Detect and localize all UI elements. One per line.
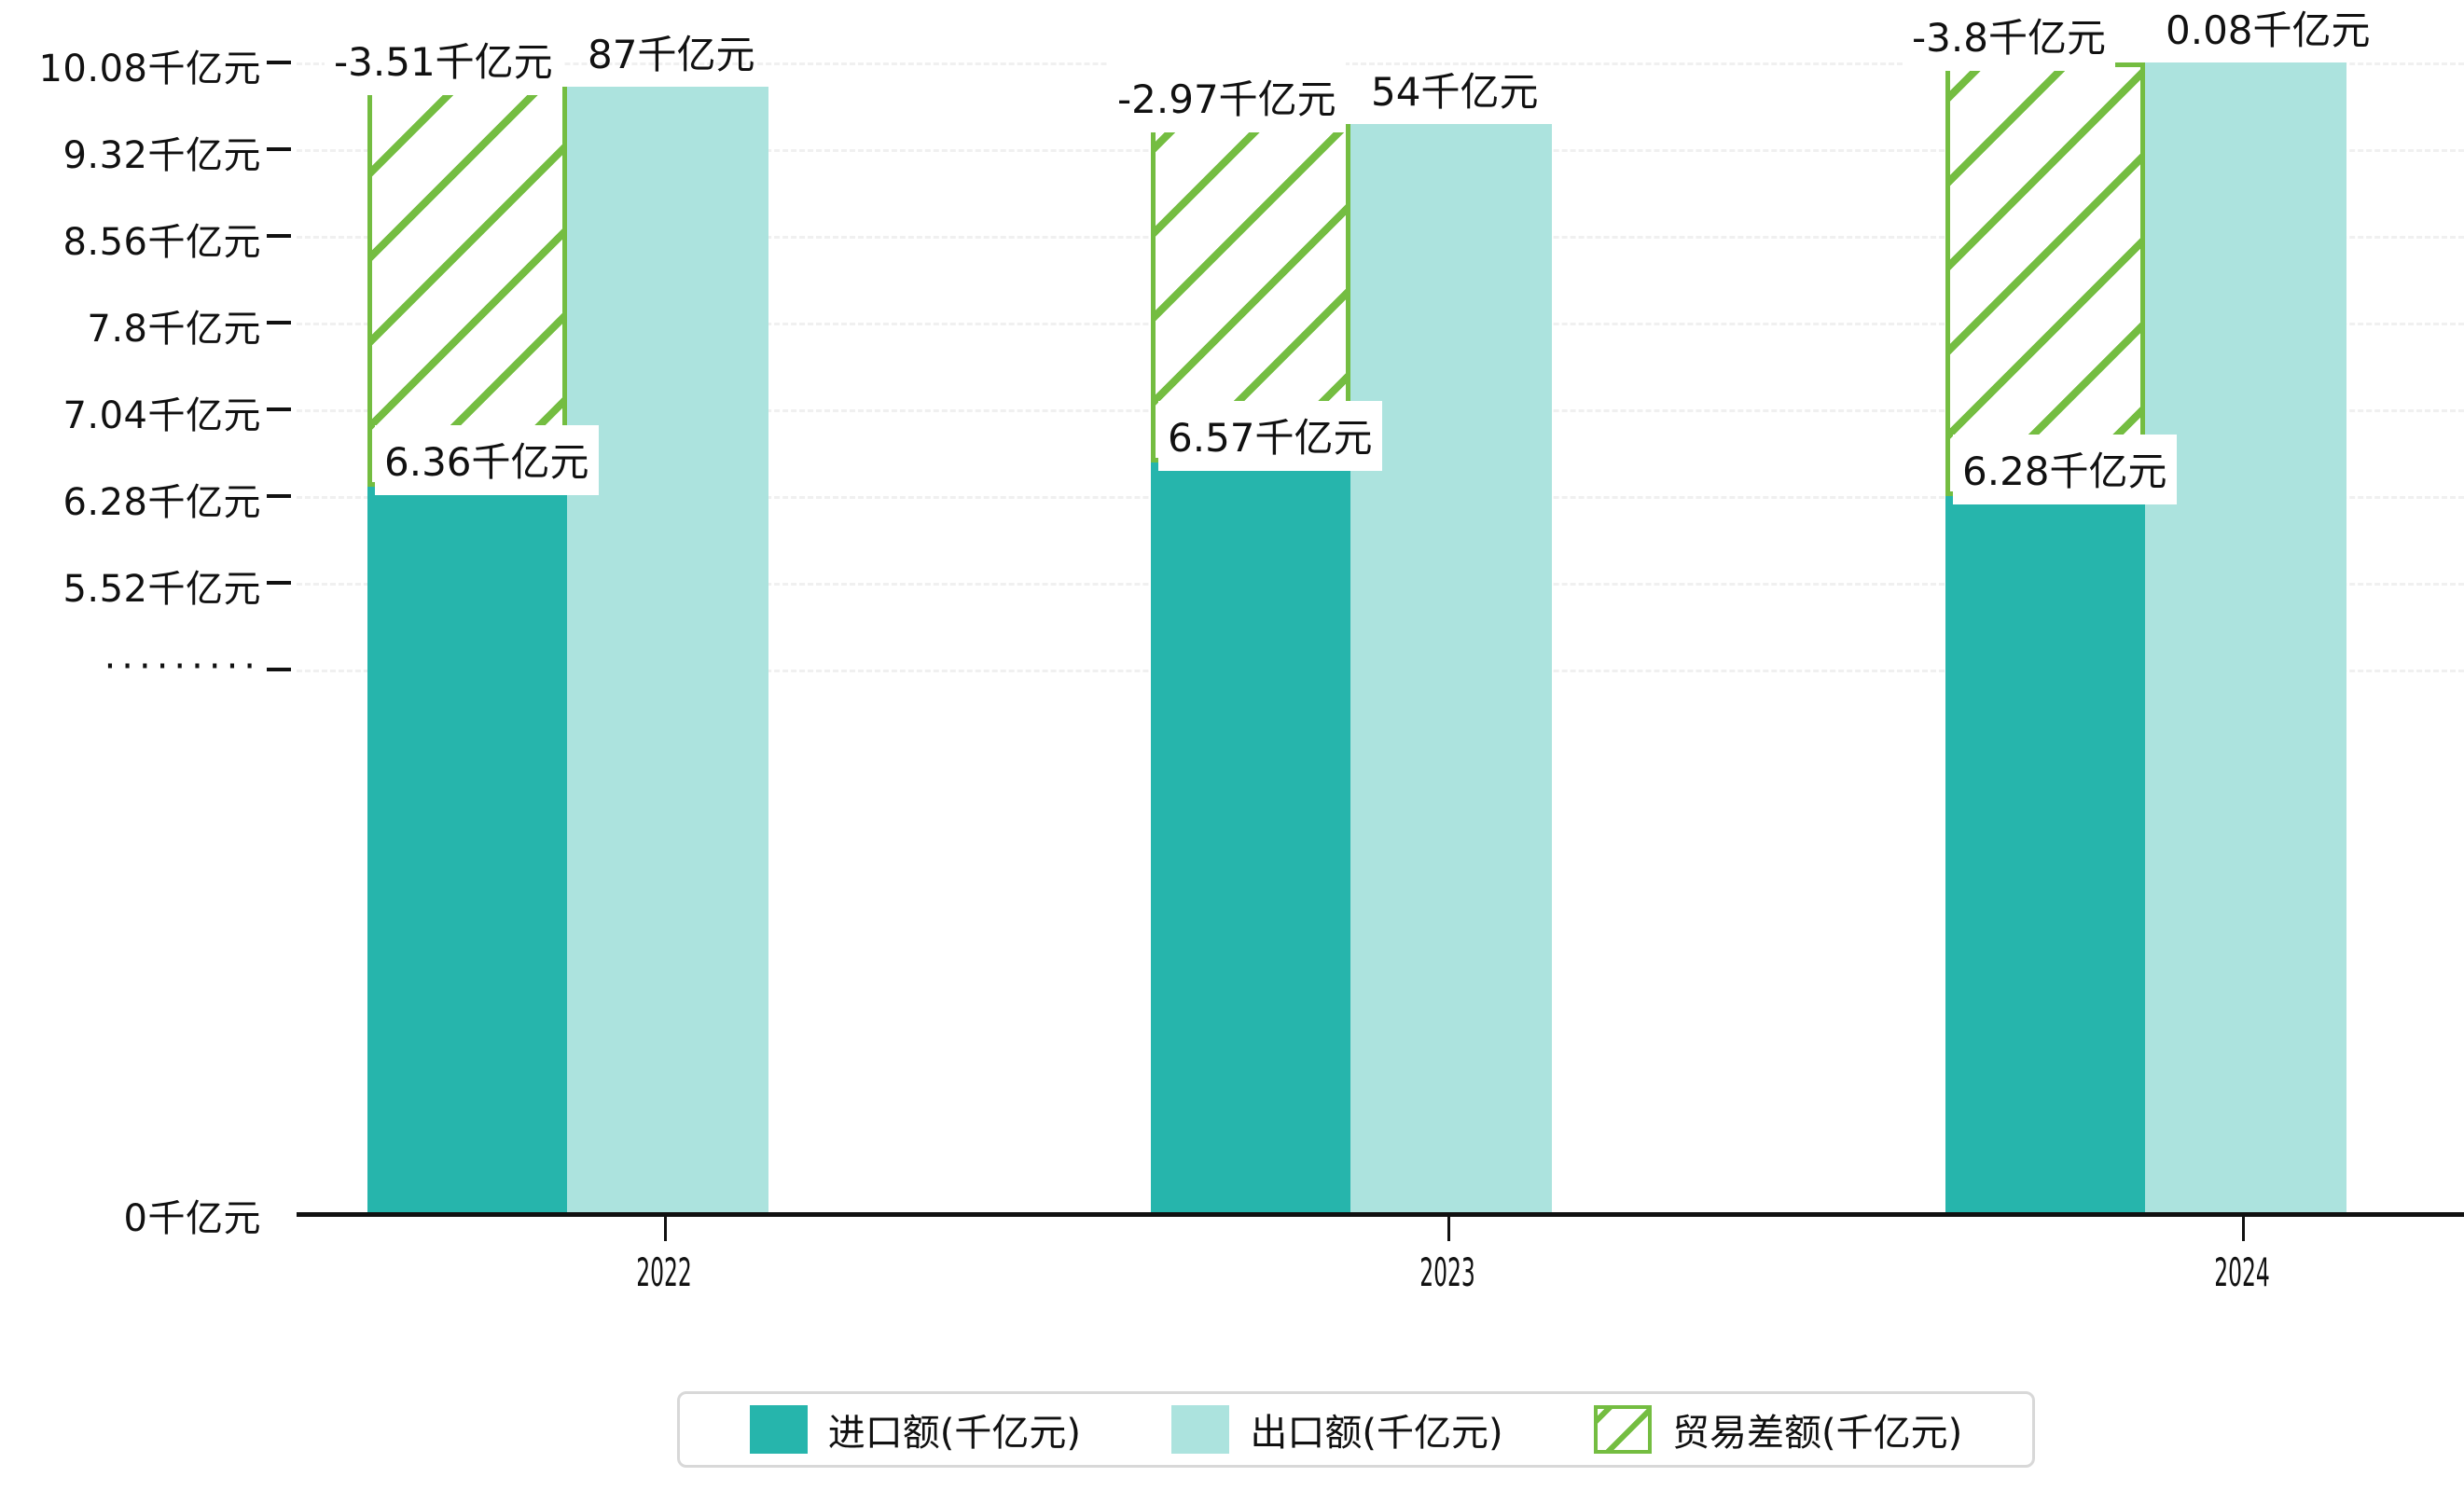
legend-swatch-balance-icon [1594,1405,1653,1454]
data-label-trade-balance: -3.8千亿元 [1903,1,2115,71]
y-axis-label: 0千亿元 [123,1197,261,1240]
y-axis-label: 7.04千亿元 [62,393,261,437]
y-axis-label: 7.8千亿元 [87,307,261,351]
data-label-import: 6.36千亿元 [375,425,599,496]
x-axis-label: 2024 [2214,1249,2270,1295]
chart-legend: 进口额(千亿元) 出口额(千亿元) 贸易差额(千亿元) [677,1391,2035,1468]
x-axis-label: 2022 [636,1249,692,1295]
legend-label-import: 进口额(千亿元) [827,1412,1081,1455]
legend-swatch-import-icon [749,1405,808,1454]
bar-export[interactable] [567,86,768,1212]
x-axis-tick [2242,1217,2245,1241]
y-axis-tick [267,61,291,64]
y-axis-label: 6.28千亿元 [62,480,261,524]
legend-swatch-export-icon [1171,1405,1230,1454]
data-label-import: 6.57千亿元 [1158,401,1382,472]
y-axis-tick [267,146,291,151]
bar-export[interactable] [1350,124,1552,1212]
x-axis-tick [1447,1217,1450,1241]
legend-item-balance[interactable]: 贸易差额(千亿元) [1594,1402,1962,1456]
bar-export[interactable] [2145,62,2346,1212]
y-axis-tick [267,233,291,238]
data-label-export: 54千亿元 [1371,69,1539,116]
y-axis-label: 10.08千亿元 [38,48,261,90]
legend-label-export: 出口额(千亿元) [1250,1412,1503,1455]
y-axis-label: 8.56千亿元 [62,220,261,264]
gridline [297,62,2464,65]
y-axis-tick [267,580,291,585]
bar-trade-balance[interactable] [1945,62,2145,496]
legend-label-balance: 贸易差额(千亿元) [1672,1412,1963,1455]
data-label-import: 6.28千亿元 [1953,434,2177,504]
x-axis-line [297,1212,2464,1217]
y-axis-label: 5.52千亿元 [62,567,261,611]
bar-import[interactable] [1151,462,1350,1212]
x-axis-tick [664,1217,667,1241]
data-label-trade-balance: -2.97千亿元 [1108,62,1346,133]
y-axis-tick [267,320,291,324]
data-label-export: 87千亿元 [588,31,755,77]
y-axis-tick [267,493,291,498]
data-label-trade-balance: -3.51千亿元 [325,24,562,95]
legend-item-export[interactable]: 出口额(千亿元) [1171,1402,1503,1456]
x-axis-label: 2023 [1419,1249,1475,1295]
bar-import[interactable] [367,487,567,1212]
y-axis-tick [267,667,291,671]
bar-import[interactable] [1945,495,2145,1212]
data-label-export: 0.08千亿元 [2166,7,2371,53]
y-axis-tick [267,407,291,411]
bar-trade-balance[interactable] [367,86,567,488]
legend-item-import[interactable]: 进口额(千亿元) [749,1402,1081,1456]
y-axis-label: 9.32千亿元 [62,133,261,177]
y-axis-label: ········· [104,644,261,688]
